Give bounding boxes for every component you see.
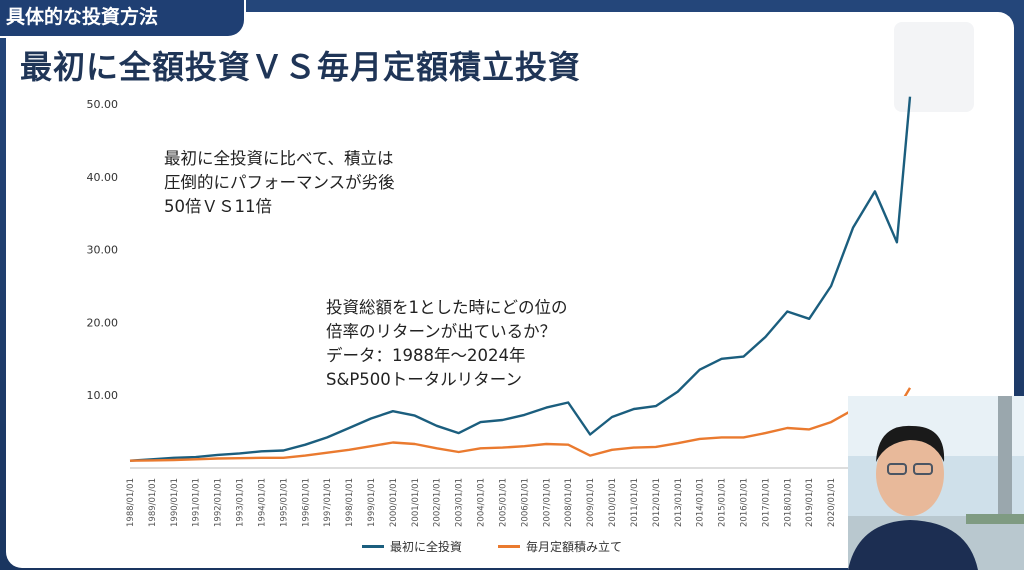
series-lines — [129, 96, 912, 462]
legend-item-lump: 最初に全投資 — [362, 538, 462, 555]
y-tick-label: 20.00 — [87, 316, 119, 329]
x-tick-label: 1991/01/01 — [192, 478, 202, 527]
x-tick-label: 1993/01/01 — [236, 478, 246, 527]
x-tick-label: 1996/01/01 — [301, 478, 311, 527]
x-tick-label: 2009/01/01 — [586, 478, 596, 527]
x-tick-label: 2003/01/01 — [455, 478, 465, 527]
x-tick-label: 1995/01/01 — [279, 478, 289, 527]
x-tick-label: 2012/01/01 — [652, 478, 662, 527]
y-tick-label: 50.00 — [87, 98, 119, 111]
x-tick-label: 2000/01/01 — [389, 478, 399, 527]
x-tick-label: 1994/01/01 — [257, 478, 267, 527]
x-tick-label: 1997/01/01 — [323, 478, 333, 527]
x-tick-label: 2002/01/01 — [433, 478, 443, 527]
y-axis-ticks: 50.00 40.00 30.00 20.00 10.00 — [87, 98, 119, 402]
x-tick-label: 2005/01/01 — [498, 478, 508, 527]
x-tick-label: 2011/01/01 — [630, 478, 640, 527]
x-tick-label: 2004/01/01 — [477, 478, 487, 527]
x-tick-label: 2006/01/01 — [520, 478, 530, 527]
x-tick-label: 1992/01/01 — [214, 478, 224, 527]
presenter-image — [848, 396, 1024, 570]
legend-label-dca: 毎月定額積み立て — [526, 540, 623, 554]
legend-swatch-dca — [498, 545, 520, 548]
series-line-lump-sum — [129, 96, 912, 462]
section-badge: 具体的な投資方法 — [0, 0, 246, 38]
slide — [6, 12, 1014, 568]
slide-title: 最初に全額投資ＶＳ毎月定額積立投資 — [20, 48, 582, 86]
x-tick-label: 1998/01/01 — [345, 478, 355, 527]
legend-label-lump: 最初に全投資 — [390, 540, 463, 554]
slide-decoration — [894, 22, 974, 112]
x-tick-label: 2017/01/01 — [761, 478, 771, 527]
x-tick-label: 1990/01/01 — [170, 478, 180, 527]
annotation-data-line1: 投資総額を1とした時にどの位の — [326, 298, 568, 317]
webcam-overlay — [848, 396, 1024, 570]
y-tick-label: 40.00 — [87, 171, 119, 184]
x-tick-label: 1999/01/01 — [367, 478, 377, 527]
chart-legend: 最初に全投資 毎月定額積み立て — [0, 538, 1024, 562]
x-tick-label: 2016/01/01 — [739, 478, 749, 527]
y-tick-label: 10.00 — [87, 389, 119, 402]
x-tick-label: 2018/01/01 — [783, 478, 793, 527]
annotation-data-line4: S&P500トータルリターン — [326, 370, 522, 389]
annotation-data-line3: データ：1988年〜2024年 — [326, 346, 526, 365]
x-tick-label: 2001/01/01 — [411, 478, 421, 527]
x-axis-ticks: 1988/01/01 1989/01/01 1990/01/01 1991/01/01… — [126, 478, 881, 527]
annotation-comparison-line2: 圧倒的にパフォーマンスが劣後 — [164, 173, 395, 192]
legend-swatch-lump — [362, 545, 384, 548]
x-tick-label: 2019/01/01 — [805, 478, 815, 527]
x-tick-label: 2010/01/01 — [608, 478, 618, 527]
y-tick-label: 30.00 — [87, 244, 119, 257]
x-tick-label: 2008/01/01 — [564, 478, 574, 527]
x-tick-label: 2007/01/01 — [542, 478, 552, 527]
x-tick-label: 1988/01/01 — [126, 478, 136, 527]
annotation-data-line2: 倍率のリターンが出ているか？ — [326, 322, 557, 341]
x-tick-label: 2015/01/01 — [718, 478, 728, 527]
annotation-data-note: 投資総額を1とした時にどの位の 倍率のリターンが出ているか？ データ：1988年… — [326, 296, 568, 392]
series-line-monthly — [129, 387, 912, 462]
x-tick-label: 1989/01/01 — [148, 478, 158, 527]
annotation-comparison-line1: 最初に全投資に比べて、積立は — [164, 149, 394, 168]
x-tick-label: 2014/01/01 — [696, 478, 706, 527]
annotation-comparison: 最初に全投資に比べて、積立は 圧倒的にパフォーマンスが劣後 50倍ＶＳ11倍 — [164, 147, 395, 219]
annotation-comparison-line3: 50倍ＶＳ11倍 — [164, 197, 272, 216]
x-tick-label: 2020/01/01 — [827, 478, 837, 527]
legend-item-dca: 毎月定額積み立て — [498, 538, 622, 555]
x-tick-label: 2013/01/01 — [674, 478, 684, 527]
